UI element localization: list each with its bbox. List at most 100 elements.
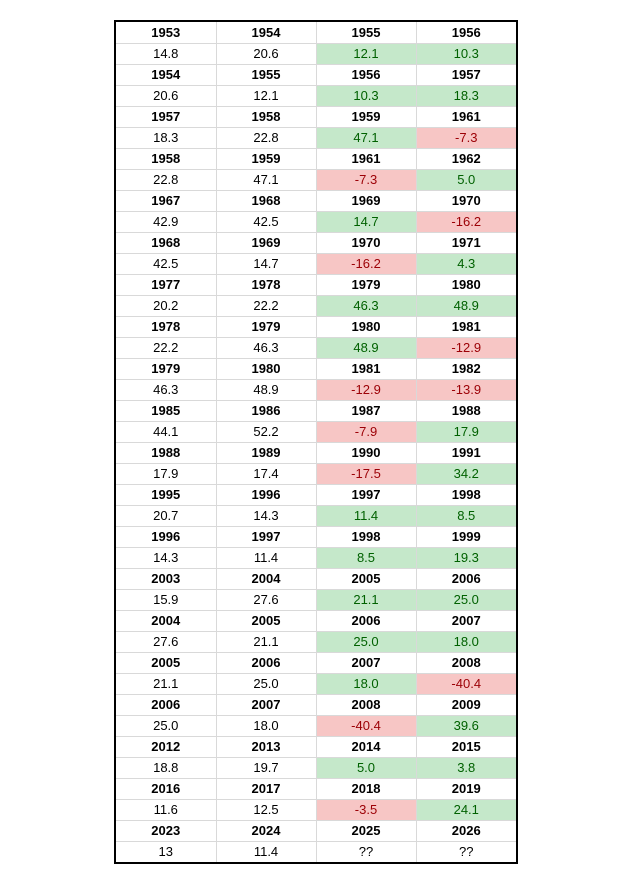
year-header: 1986	[216, 400, 316, 421]
value-cell: 20.6	[216, 43, 316, 64]
year-header: 1956	[316, 64, 416, 85]
year-header: 2016	[116, 778, 216, 799]
value-cell: 34.2	[416, 463, 516, 484]
value-cell: 25.0	[316, 631, 416, 652]
year-header: 2018	[316, 778, 416, 799]
year-header: 1954	[216, 22, 316, 43]
value-cell: 22.8	[116, 169, 216, 190]
year-header: 2006	[216, 652, 316, 673]
year-header: 1970	[416, 190, 516, 211]
value-cell: 44.1	[116, 421, 216, 442]
value-cell: 27.6	[216, 589, 316, 610]
value-cell: 22.2	[116, 337, 216, 358]
year-header: 1955	[316, 22, 416, 43]
value-cell: 47.1	[316, 127, 416, 148]
data-table: 195319541955195614.820.612.110.319541955…	[116, 22, 516, 862]
value-cell: 4.3	[416, 253, 516, 274]
value-cell: 22.8	[216, 127, 316, 148]
value-cell: -13.9	[416, 379, 516, 400]
year-header: 2007	[316, 652, 416, 673]
year-header: 2019	[416, 778, 516, 799]
year-header: 1996	[116, 526, 216, 547]
value-cell: 22.2	[216, 295, 316, 316]
value-cell: 15.9	[116, 589, 216, 610]
value-cell: 3.8	[416, 757, 516, 778]
value-cell: 25.0	[116, 715, 216, 736]
year-header: 1978	[216, 274, 316, 295]
value-cell: 46.3	[116, 379, 216, 400]
value-cell: 47.1	[216, 169, 316, 190]
value-cell: 11.4	[316, 505, 416, 526]
year-header: 1968	[216, 190, 316, 211]
value-cell: 8.5	[316, 547, 416, 568]
value-cell: 19.3	[416, 547, 516, 568]
year-header: 1956	[416, 22, 516, 43]
value-cell: -16.2	[316, 253, 416, 274]
year-header: 1997	[216, 526, 316, 547]
value-cell: 12.1	[216, 85, 316, 106]
year-header: 2008	[416, 652, 516, 673]
year-header: 1998	[416, 484, 516, 505]
year-header: 1989	[216, 442, 316, 463]
value-cell: 48.9	[416, 295, 516, 316]
value-cell: 21.1	[316, 589, 416, 610]
value-cell: 18.3	[416, 85, 516, 106]
value-cell: -40.4	[316, 715, 416, 736]
year-header: 1999	[416, 526, 516, 547]
value-cell: 52.2	[216, 421, 316, 442]
year-header: 1979	[216, 316, 316, 337]
value-cell: 13	[116, 841, 216, 862]
year-header: 1980	[216, 358, 316, 379]
year-header: 1982	[416, 358, 516, 379]
value-cell: 20.2	[116, 295, 216, 316]
value-cell: -12.9	[316, 379, 416, 400]
year-header: 1957	[116, 106, 216, 127]
value-cell: ??	[416, 841, 516, 862]
value-cell: 27.6	[116, 631, 216, 652]
value-cell: 25.0	[216, 673, 316, 694]
year-header: 1971	[416, 232, 516, 253]
year-header: 1980	[416, 274, 516, 295]
value-cell: 17.9	[416, 421, 516, 442]
year-header: 1969	[216, 232, 316, 253]
year-header: 2014	[316, 736, 416, 757]
year-header: 1978	[116, 316, 216, 337]
year-header: 2005	[216, 610, 316, 631]
value-cell: 25.0	[416, 589, 516, 610]
year-header: 2005	[316, 568, 416, 589]
value-cell: 18.3	[116, 127, 216, 148]
year-header: 2006	[116, 694, 216, 715]
value-cell: -7.3	[316, 169, 416, 190]
year-header: 1988	[116, 442, 216, 463]
value-cell: 42.5	[216, 211, 316, 232]
value-cell: 17.9	[116, 463, 216, 484]
year-header: 1969	[316, 190, 416, 211]
value-cell: 18.8	[116, 757, 216, 778]
year-header: 1985	[116, 400, 216, 421]
value-cell: 10.3	[316, 85, 416, 106]
value-cell: -3.5	[316, 799, 416, 820]
year-header: 1962	[416, 148, 516, 169]
year-header: 1990	[316, 442, 416, 463]
year-header: 1981	[316, 358, 416, 379]
year-header: 1961	[416, 106, 516, 127]
year-header: 1996	[216, 484, 316, 505]
year-header: 1980	[316, 316, 416, 337]
value-cell: 18.0	[316, 673, 416, 694]
value-cell: -7.9	[316, 421, 416, 442]
value-cell: -7.3	[416, 127, 516, 148]
year-header: 1977	[116, 274, 216, 295]
year-header: 2012	[116, 736, 216, 757]
year-header: 1991	[416, 442, 516, 463]
value-cell: 11.4	[216, 841, 316, 862]
value-cell: 17.4	[216, 463, 316, 484]
value-cell: -16.2	[416, 211, 516, 232]
value-cell: -17.5	[316, 463, 416, 484]
value-cell: 14.3	[116, 547, 216, 568]
value-cell: 8.5	[416, 505, 516, 526]
year-header: 1970	[316, 232, 416, 253]
year-header: 2008	[316, 694, 416, 715]
year-header: 2006	[416, 568, 516, 589]
value-cell: 14.3	[216, 505, 316, 526]
returns-table: 195319541955195614.820.612.110.319541955…	[114, 20, 518, 864]
